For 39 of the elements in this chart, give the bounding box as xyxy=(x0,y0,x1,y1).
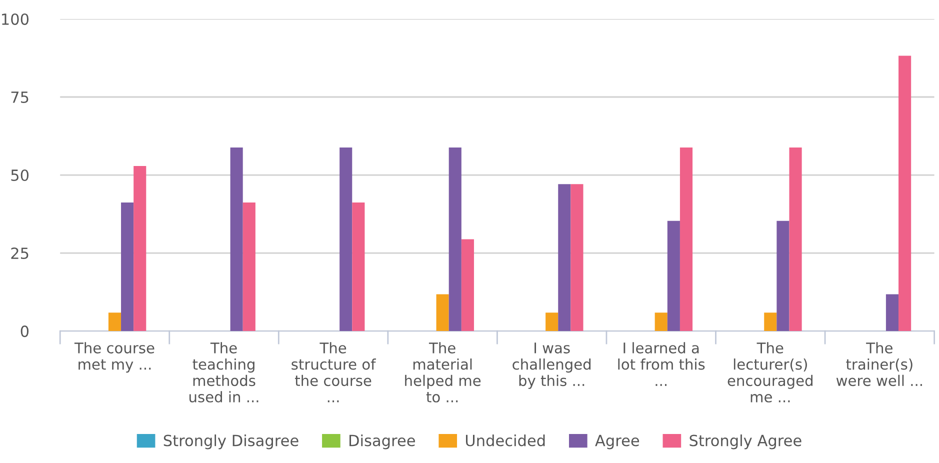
bar xyxy=(448,148,462,332)
x-tick-label: The lecturer(s) encouraged me ... xyxy=(728,342,812,402)
legend-label: Agree xyxy=(595,434,640,450)
bar xyxy=(776,220,790,332)
bar xyxy=(242,202,256,332)
bar xyxy=(230,148,243,332)
bar xyxy=(352,202,365,332)
x-tick-label: The structure of the course ... xyxy=(292,342,376,402)
x-tick-label: The trainer(s) were well ... xyxy=(836,342,922,386)
bar xyxy=(680,148,693,332)
bar xyxy=(570,184,584,332)
legend-label: Undecided xyxy=(466,434,545,446)
bar xyxy=(898,56,912,332)
y-tick-label: 50 xyxy=(11,169,29,182)
bar xyxy=(340,148,352,332)
legend-label: Strongly Disagree xyxy=(164,434,298,450)
bar xyxy=(764,312,777,332)
bar xyxy=(667,220,680,332)
y-tick-label: 0 xyxy=(20,326,29,338)
x-tick-label: The material helped me to ... xyxy=(405,342,481,402)
bar xyxy=(558,184,571,332)
legend-label: Strongly Agree xyxy=(690,434,802,450)
x-tick-label: I was challenged by this ... xyxy=(512,342,591,389)
bar xyxy=(134,166,146,332)
y-tick-label: 100 xyxy=(2,13,29,26)
bar xyxy=(886,294,899,332)
x-tick-label: The teaching methods used in ... xyxy=(189,342,258,402)
bar xyxy=(436,294,449,332)
x-tick-label: I learned a lot from this ... xyxy=(618,342,705,386)
x-tick-label: The course met my ... xyxy=(74,342,154,373)
bar xyxy=(546,312,558,332)
legend-label: Disagree xyxy=(350,434,415,450)
y-tick-label: 75 xyxy=(11,92,28,104)
y-tick-label: 25 xyxy=(11,247,28,260)
bar xyxy=(121,202,134,332)
bar xyxy=(461,239,474,332)
bar xyxy=(654,312,668,332)
bar xyxy=(108,312,122,332)
bar xyxy=(789,148,802,332)
